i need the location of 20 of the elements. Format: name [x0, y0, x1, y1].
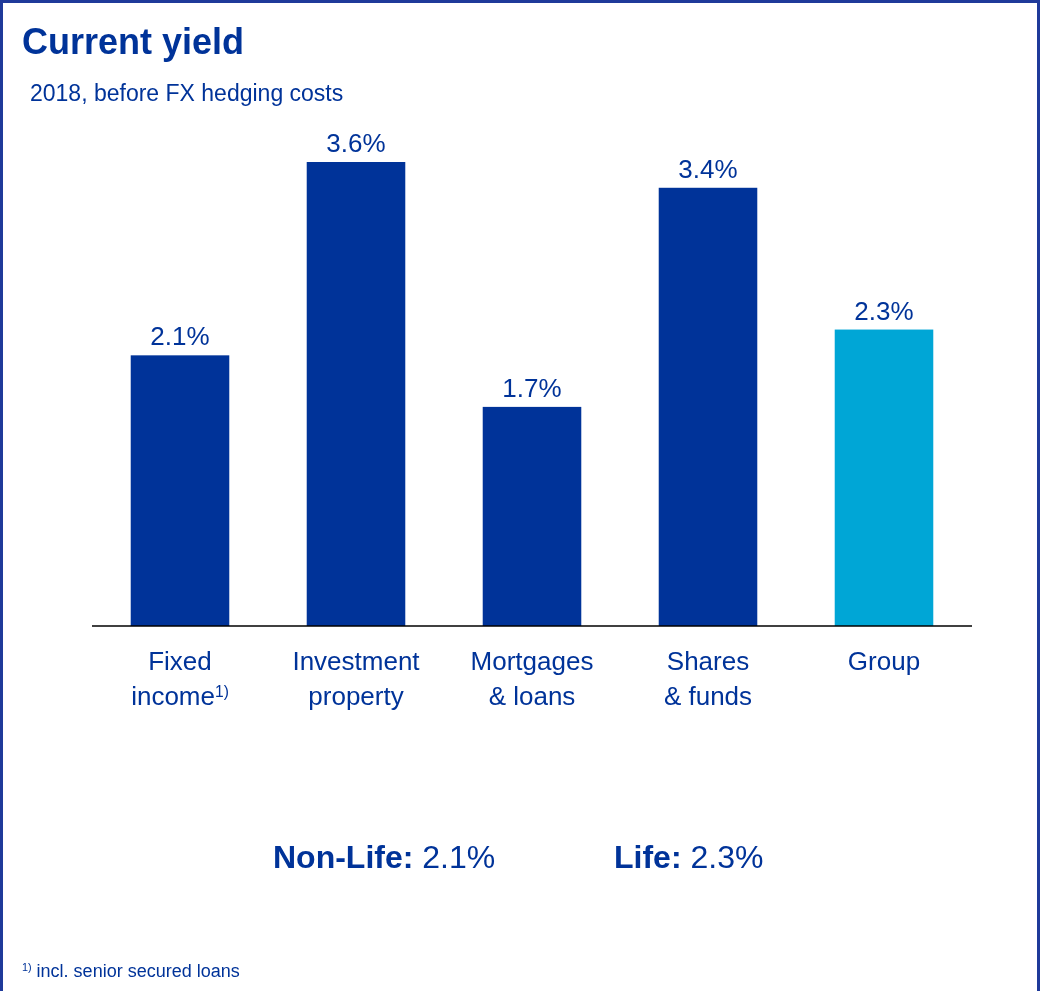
x-tick-label: Group — [847, 646, 921, 676]
bar — [306, 162, 406, 626]
data-label: 3.4% — [678, 153, 738, 184]
x-tick-label: Mortgages & loans — [470, 646, 594, 711]
text: $^{1)}$ incl. senior secured loans — [22, 961, 240, 981]
text: Life: 2.3% — [614, 839, 764, 875]
bar — [130, 355, 230, 626]
data-label: 2.1% — [150, 321, 210, 352]
data-label: 1.7% — [502, 372, 562, 403]
x-tick-label: Fixed income$^{1)}$ — [131, 646, 229, 711]
chart-title: Current yield — [22, 21, 245, 62]
data-label: 3.6% — [326, 128, 386, 158]
bar — [482, 406, 582, 626]
text: Non-Life: 2.1% — [273, 839, 496, 875]
bar — [658, 187, 758, 626]
data-label: 2.3% — [854, 295, 914, 326]
x-tick-label: Shares & funds — [663, 646, 753, 711]
chart-subtitle: 2018, before FX hedging costs — [30, 80, 344, 106]
bar — [834, 329, 934, 626]
x-tick-label: Investment property — [292, 646, 421, 711]
